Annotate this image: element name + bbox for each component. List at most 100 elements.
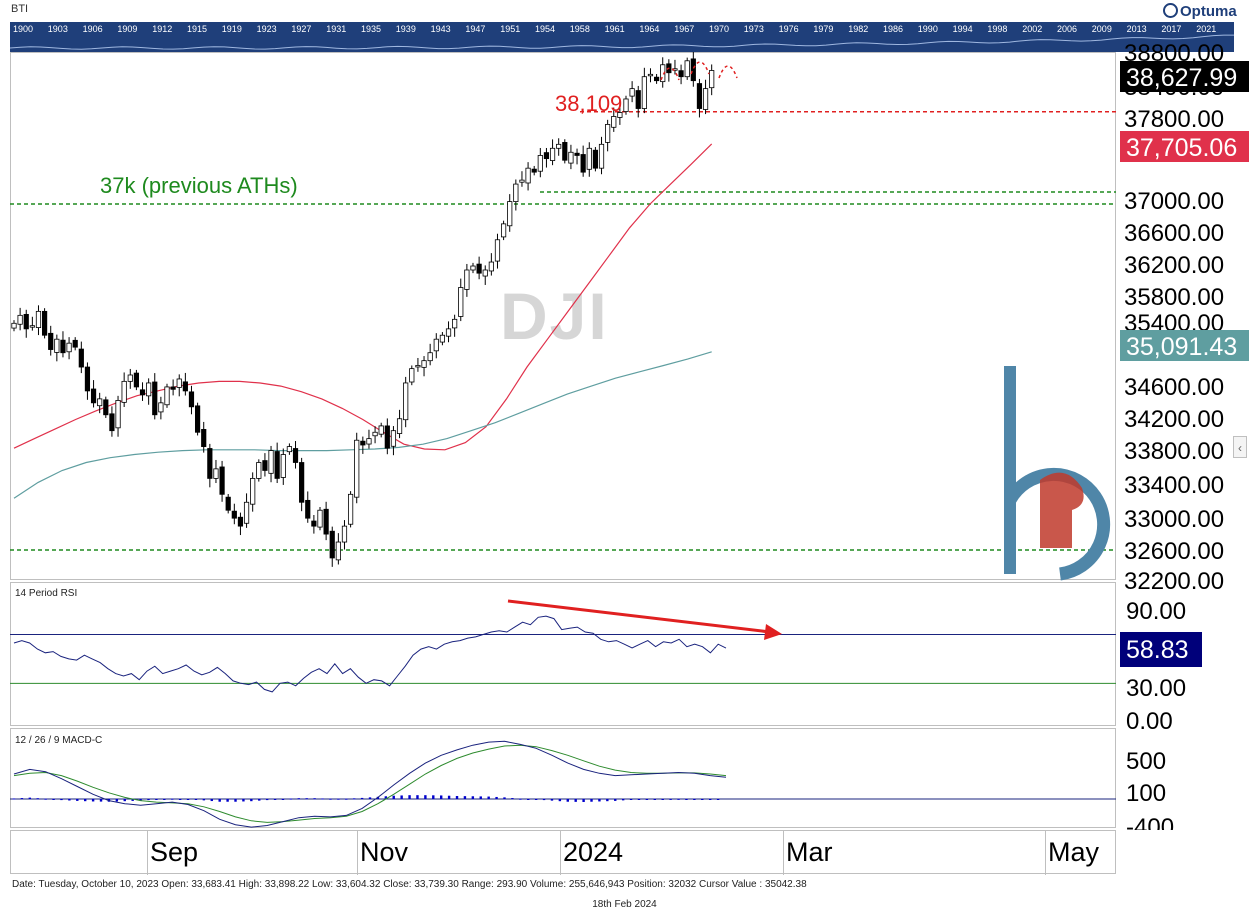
- macd-histogram-bar: [455, 795, 459, 799]
- candle-body: [213, 468, 219, 479]
- optuma-logo-text: Optuma: [1180, 3, 1237, 20]
- candle-body: [176, 378, 182, 388]
- candle-body: [476, 263, 482, 274]
- candle-body: [421, 360, 427, 368]
- candle-body: [286, 446, 293, 453]
- macd-histogram-bar: [645, 799, 649, 800]
- candle-body: [384, 425, 390, 449]
- candle-body: [323, 508, 329, 535]
- macd-histogram-bar: [440, 795, 443, 799]
- level-37k-label: 37k (previous ATHs): [100, 173, 298, 198]
- macd-histogram-bar: [329, 798, 332, 800]
- macd-histogram-bar: [534, 799, 538, 800]
- price-axis-tick: 37800.00: [1124, 106, 1224, 133]
- overview-year-label: 1906: [82, 24, 103, 34]
- candle-body: [299, 462, 305, 503]
- candle-body: [274, 451, 280, 479]
- macd-histogram-bar: [36, 798, 39, 800]
- price-pane[interactable]: [10, 52, 1116, 580]
- price-axis-tick: 33400.00: [1124, 472, 1224, 499]
- candle-body: [17, 314, 23, 325]
- overview-year-label: 1951: [500, 24, 521, 34]
- macd-histogram-bar: [487, 796, 490, 799]
- overview-year-label: 1923: [256, 24, 277, 34]
- candle-body: [23, 313, 29, 330]
- overview-year-label: 1954: [535, 24, 556, 34]
- month-label: Sep: [150, 837, 199, 867]
- ma-long-value-box-bg: [1120, 330, 1249, 361]
- macd-histogram-bar: [590, 799, 593, 802]
- b-logo-mark: [1040, 472, 1084, 548]
- macd-pane[interactable]: [10, 728, 1116, 828]
- macd-histogram-bar: [68, 799, 71, 801]
- price-axis-tick: 33000.00: [1124, 506, 1224, 533]
- b-logo-stem: [1004, 366, 1016, 574]
- candle-body: [433, 338, 439, 352]
- macd-histogram-bar: [84, 799, 87, 802]
- candle-body: [54, 338, 60, 353]
- candle-body: [335, 541, 341, 561]
- overview-year-label: 1986: [883, 24, 904, 34]
- overview-year-label: 2013: [1126, 24, 1147, 34]
- macd-histogram-bar: [305, 798, 308, 800]
- optuma-logo-icon: [1163, 3, 1178, 18]
- candle-body: [188, 391, 195, 408]
- macd-panel-title: 12 / 26 / 9 MACD-C: [15, 735, 103, 746]
- rsi-pane[interactable]: [10, 582, 1116, 726]
- candle-body: [678, 70, 684, 78]
- price-axis-tick: 37000.00: [1124, 188, 1224, 215]
- macd-histogram-bar: [519, 798, 522, 800]
- macd-histogram-bar: [28, 797, 32, 799]
- macd-histogram-bar: [566, 799, 569, 802]
- rsi-value-box: 58.83: [1126, 636, 1189, 664]
- macd-histogram-bar: [250, 799, 253, 802]
- macd-histogram-bar: [432, 795, 435, 799]
- overview-year-label: 1900: [13, 24, 34, 34]
- overview-year-label: 1943: [430, 24, 451, 34]
- macd-histogram-bar: [479, 796, 482, 799]
- candle-body: [341, 525, 348, 543]
- macd-histogram-bar: [677, 798, 680, 800]
- candle-body: [482, 269, 488, 277]
- overview-navigator[interactable]: 1900 1903 1906 1909 1912 1915 1919 1923 1927 1931…: [10, 22, 1234, 52]
- macd-histogram-bar: [91, 799, 95, 802]
- macd-axis-tick: -400: [1126, 814, 1174, 830]
- candle-body: [641, 76, 647, 109]
- candle-body: [329, 530, 335, 559]
- macd-histogram-bar: [273, 799, 277, 800]
- candle-body: [598, 143, 605, 169]
- rsi-axis-tick: 30.00: [1126, 675, 1186, 702]
- macd-histogram-bar: [139, 799, 142, 801]
- macd-histogram-bar: [202, 799, 206, 801]
- macd-histogram-bar: [360, 797, 364, 799]
- macd-histogram-bar: [226, 799, 229, 802]
- candle-body: [592, 149, 599, 169]
- candle-body: [605, 124, 611, 143]
- candle-body: [317, 509, 323, 528]
- overview-sparkline: [10, 34, 1234, 50]
- rsi-axis-tick: 0.00: [1126, 708, 1173, 735]
- candle-body: [292, 448, 299, 463]
- candle-body: [445, 328, 452, 337]
- candle-body: [84, 366, 91, 392]
- scroll-left-icon[interactable]: ‹: [1233, 436, 1247, 458]
- overview-year-label: 2006: [1057, 24, 1078, 34]
- candle-body: [654, 76, 660, 82]
- price-plot: [10, 52, 1116, 567]
- candle-body: [360, 440, 366, 446]
- candle-body: [243, 501, 250, 524]
- candle-body: [72, 339, 78, 348]
- candle-body: [66, 342, 72, 353]
- candle-body: [500, 223, 507, 238]
- rsi-axis-tick: 90.00: [1126, 598, 1186, 625]
- macd-histogram-bar: [123, 799, 126, 802]
- macd-histogram-bar: [44, 798, 47, 800]
- macd-histogram-bar: [155, 799, 158, 800]
- macd-histogram-bar: [12, 798, 16, 800]
- candle-body: [709, 70, 715, 89]
- month-label: Mar: [786, 837, 833, 867]
- macd-histogram-bar: [511, 798, 514, 800]
- candle-body: [372, 431, 378, 437]
- overview-year-label: 1967: [674, 24, 695, 34]
